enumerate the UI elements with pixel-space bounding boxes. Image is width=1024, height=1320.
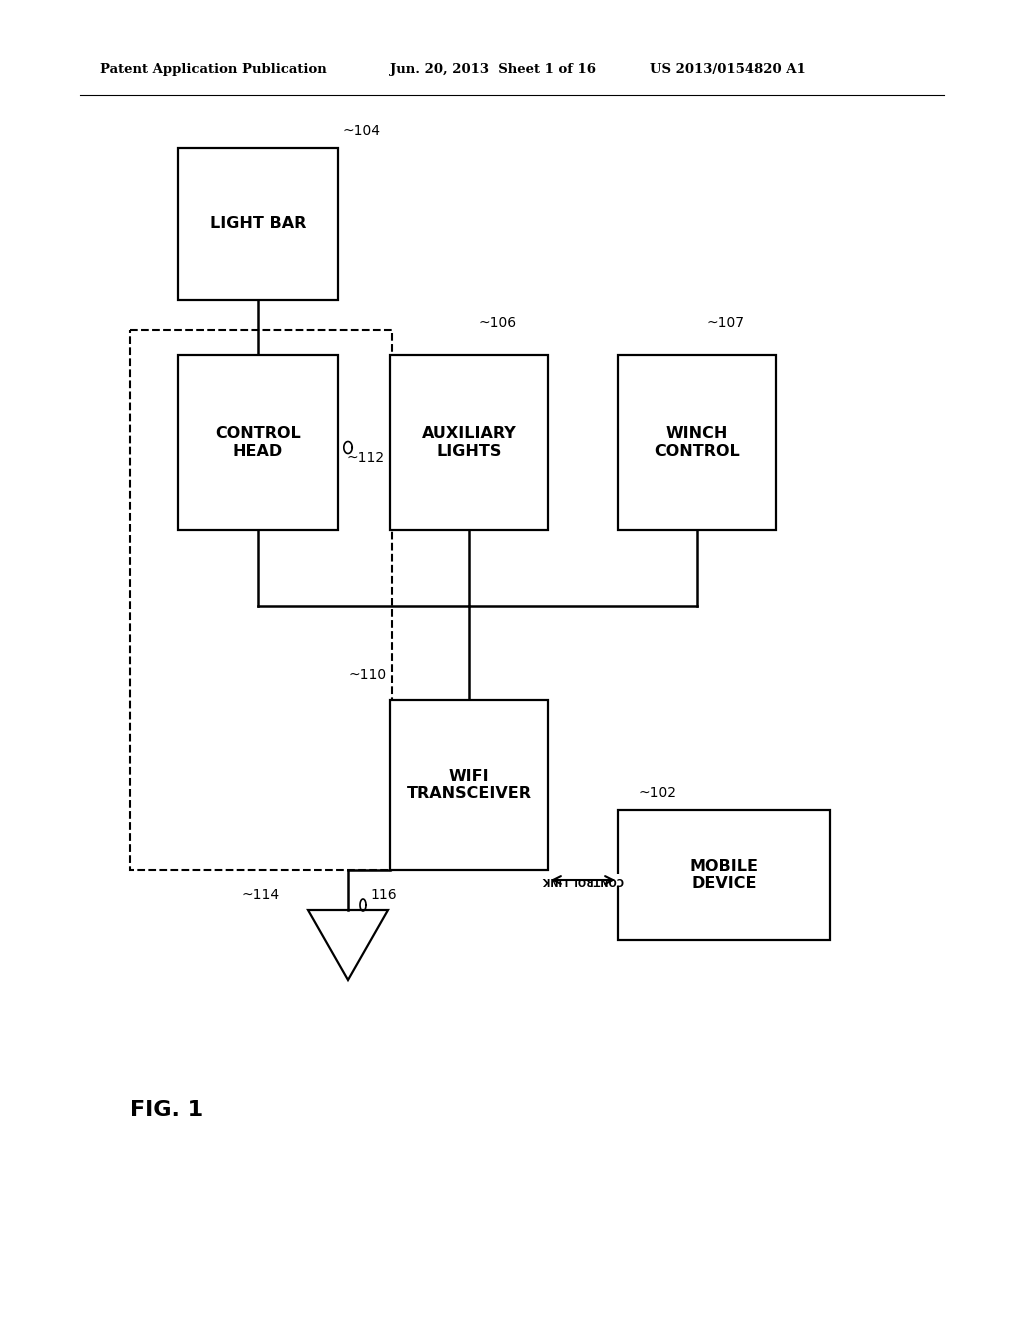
Text: AUXILIARY
LIGHTS: AUXILIARY LIGHTS [422,426,516,459]
Text: CONTROL
HEAD: CONTROL HEAD [215,426,301,459]
Text: Jun. 20, 2013  Sheet 1 of 16: Jun. 20, 2013 Sheet 1 of 16 [390,63,596,77]
Text: ~110: ~110 [348,668,386,682]
Bar [178,355,338,531]
Text: ~112: ~112 [346,450,384,465]
Text: ~106: ~106 [479,315,517,330]
Text: MOBILE
DEVICE: MOBILE DEVICE [689,859,759,891]
Bar [618,810,830,940]
Bar [618,355,776,531]
Text: LIGHT BAR: LIGHT BAR [210,216,306,231]
Text: WINCH
CONTROL: WINCH CONTROL [654,426,740,459]
Text: ~114: ~114 [242,888,280,902]
Text: CONTROL LINK: CONTROL LINK [543,875,624,884]
Text: ~107: ~107 [707,315,745,330]
Text: ~102: ~102 [638,785,676,800]
Text: ~104: ~104 [342,124,380,139]
Text: 116: 116 [370,888,396,902]
Text: US 2013/0154820 A1: US 2013/0154820 A1 [650,63,806,77]
Bar [390,700,548,870]
Bar [390,355,548,531]
Text: FIG. 1: FIG. 1 [130,1100,203,1119]
Text: WIFI
TRANSCEIVER: WIFI TRANSCEIVER [407,768,531,801]
Bar [178,148,338,300]
Text: Patent Application Publication: Patent Application Publication [100,63,327,77]
Bar [130,330,392,870]
